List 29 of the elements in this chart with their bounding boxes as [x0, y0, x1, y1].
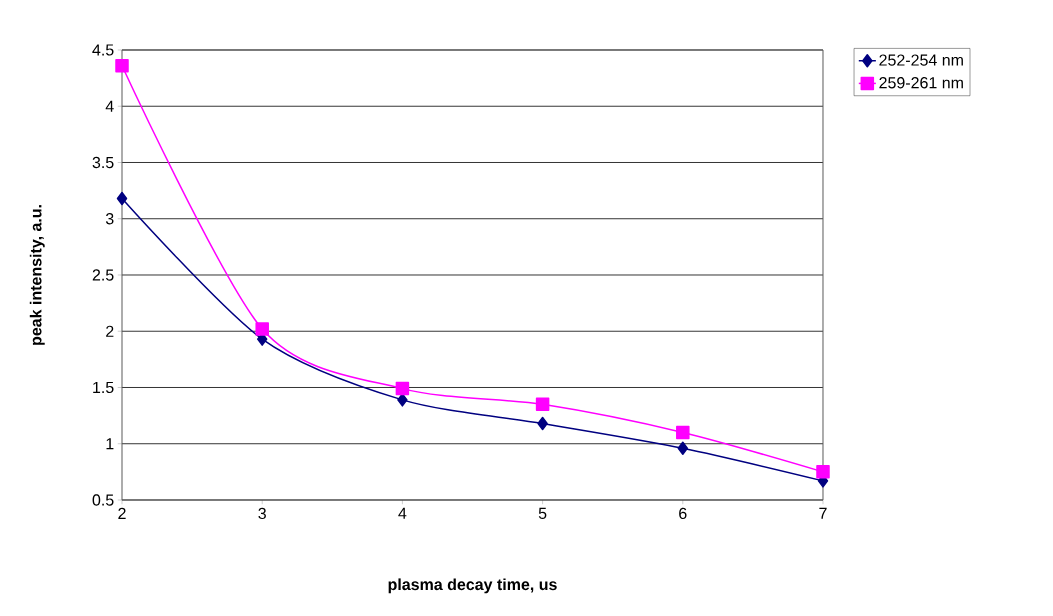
legend-label: 252-254 nm [879, 54, 963, 66]
point [535, 397, 550, 412]
point [115, 58, 129, 73]
y-tick-label: 3.5 [92, 156, 114, 169]
x-tick-label: 3 [258, 507, 266, 520]
point [255, 322, 269, 336]
point [397, 393, 408, 407]
y-tick-label: 1.5 [93, 381, 114, 394]
y-tick-label: 2 [106, 325, 114, 337]
x-tick-label: 4 [398, 507, 407, 519]
x-tick-label: 6 [679, 507, 687, 520]
point [395, 381, 410, 396]
point [116, 191, 128, 206]
point [816, 465, 830, 479]
x-tick-label: 7 [819, 507, 827, 519]
y-tick-label: 1 [106, 438, 114, 450]
y-tick-label: 3 [105, 213, 114, 225]
point [677, 441, 689, 455]
y-axis-title: peak intensity, a.u. [29, 205, 45, 345]
point [676, 425, 690, 440]
x-tick-label: 2 [118, 507, 126, 519]
y-tick-label: 0.5 [92, 494, 114, 506]
legend-label: 259-261 nm [879, 77, 963, 89]
y-tick-label: 4.5 [92, 44, 114, 56]
x-axis-title: plasma decay time, us [388, 578, 557, 594]
y-tick-label: 4 [105, 100, 114, 112]
point [537, 416, 548, 431]
y-tick-label: 2.5 [92, 269, 114, 281]
x-tick-label: 5 [538, 507, 547, 519]
